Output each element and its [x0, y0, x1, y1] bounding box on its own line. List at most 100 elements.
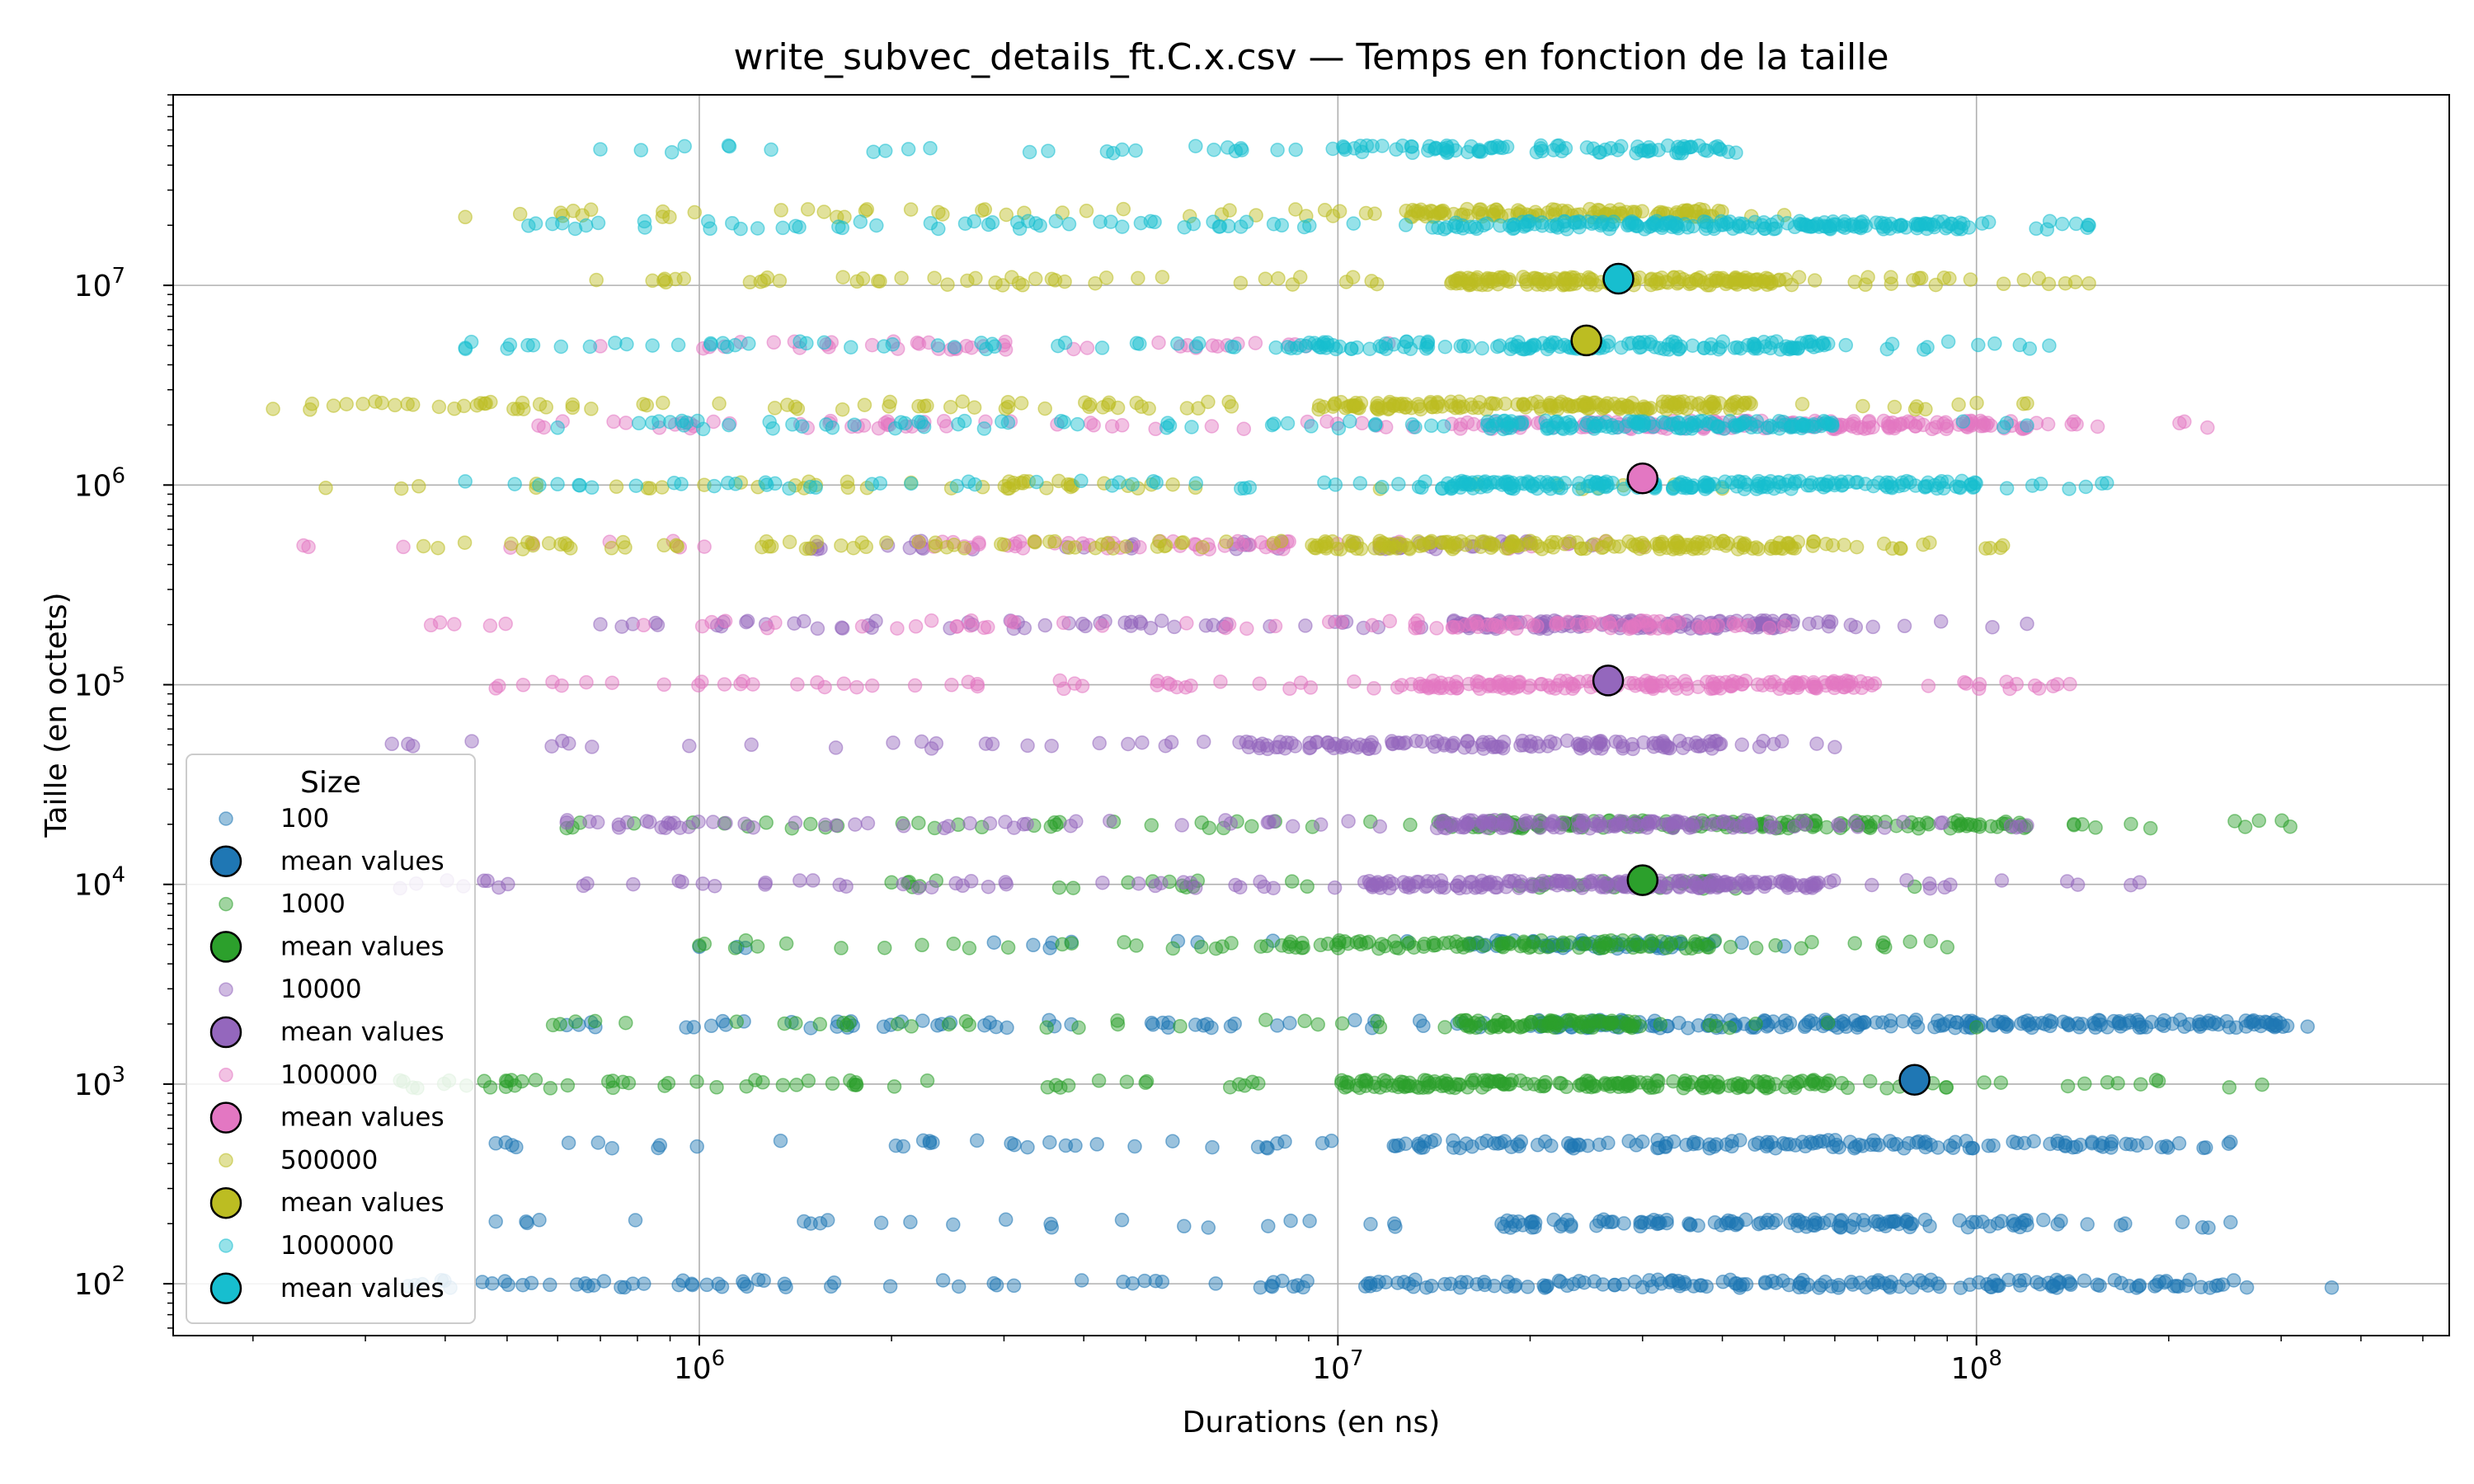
data-point [1715, 533, 1731, 549]
data-point [1261, 1219, 1276, 1233]
data-point [825, 420, 840, 435]
data-point [2194, 1280, 2208, 1294]
data-point [1041, 143, 1056, 158]
data-point [1000, 415, 1016, 430]
data-point [1911, 415, 1926, 430]
data-point [766, 335, 782, 350]
data-point [1772, 874, 1788, 889]
data-point [1971, 337, 1986, 353]
data-point [1470, 674, 1484, 689]
data-point [2060, 1078, 2076, 1094]
data-point [1237, 1078, 1253, 1093]
data-point [1437, 339, 1453, 355]
data-point [1378, 1275, 1394, 1289]
data-point [695, 876, 710, 891]
data-point [576, 878, 591, 894]
data-point [2251, 813, 2267, 829]
data-point [1115, 219, 1130, 234]
data-point [1293, 675, 1309, 690]
data-point [606, 414, 621, 430]
data-point [2056, 1014, 2071, 1030]
data-point [1540, 739, 1555, 754]
data-point [536, 420, 552, 435]
data-point [266, 402, 280, 416]
data-point [1681, 274, 1697, 289]
data-point [1744, 819, 1759, 835]
data-point [1592, 736, 1606, 751]
data-point [1666, 479, 1681, 495]
data-point [1917, 1212, 1933, 1228]
data-point [1789, 878, 1804, 893]
data-point [1044, 738, 1059, 754]
data-point [1079, 340, 1095, 355]
data-point [877, 940, 892, 956]
data-point [1000, 940, 1016, 955]
data-point [401, 736, 416, 752]
data-point [1827, 217, 1841, 232]
data-point [671, 873, 686, 889]
data-point [1042, 1134, 1057, 1150]
data-point [1832, 1139, 1846, 1155]
data-point [1687, 815, 1703, 830]
data-point [1757, 1275, 1773, 1289]
data-point [1994, 873, 2010, 888]
data-point [1086, 418, 1101, 433]
data-point [1593, 218, 1608, 233]
data-point [1824, 417, 1839, 433]
data-point [1366, 681, 1381, 696]
data-point [1996, 276, 2011, 292]
data-point [844, 340, 858, 355]
data-point [1264, 417, 1280, 433]
data-point [1962, 1140, 1978, 1156]
data-point [1223, 1019, 1239, 1034]
data-point [848, 817, 863, 832]
data-point [847, 417, 862, 432]
data-point [1064, 936, 1079, 951]
data-point [1598, 399, 1614, 414]
data-point [618, 1015, 633, 1031]
data-point [1264, 1279, 1280, 1294]
data-point [1251, 1076, 1266, 1091]
data-point [750, 221, 765, 236]
data-point [1341, 814, 1356, 829]
data-point [550, 420, 565, 435]
data-point [1566, 1276, 1581, 1292]
data-point [1194, 815, 1209, 830]
data-point [2022, 341, 2038, 356]
data-point [748, 1073, 763, 1087]
data-point [1669, 420, 1685, 435]
data-point [1759, 1134, 1775, 1150]
data-point [1794, 397, 1810, 411]
data-point [1463, 397, 1479, 412]
data-point [655, 209, 670, 224]
data-point [2124, 877, 2138, 893]
data-point [1315, 1135, 1330, 1151]
data-point [1691, 679, 1705, 694]
data-point [717, 613, 733, 629]
data-point [1651, 1216, 1666, 1231]
data-point [2036, 1213, 2051, 1228]
data-point [1074, 473, 1089, 489]
data-point [1546, 1013, 1562, 1029]
data-point [1484, 396, 1498, 411]
data-point [684, 1276, 699, 1292]
data-point [963, 874, 979, 889]
data-point [579, 674, 594, 690]
data-point [1160, 1020, 1176, 1036]
data-point [2169, 1279, 2185, 1294]
data-point [1807, 273, 1823, 288]
data-point [1284, 874, 1300, 889]
data-point [1930, 1276, 1945, 1291]
data-point [1870, 1273, 1886, 1288]
data-point [2274, 813, 2289, 829]
data-point [1252, 676, 1268, 691]
data-point [1887, 399, 1903, 415]
data-point [1771, 414, 1787, 429]
data-point [2182, 1017, 2197, 1032]
data-point [1386, 1139, 1401, 1153]
data-point [798, 541, 814, 556]
data-point [416, 538, 431, 554]
data-point [1179, 616, 1194, 631]
data-point [1004, 613, 1019, 629]
data-point [714, 1280, 730, 1294]
